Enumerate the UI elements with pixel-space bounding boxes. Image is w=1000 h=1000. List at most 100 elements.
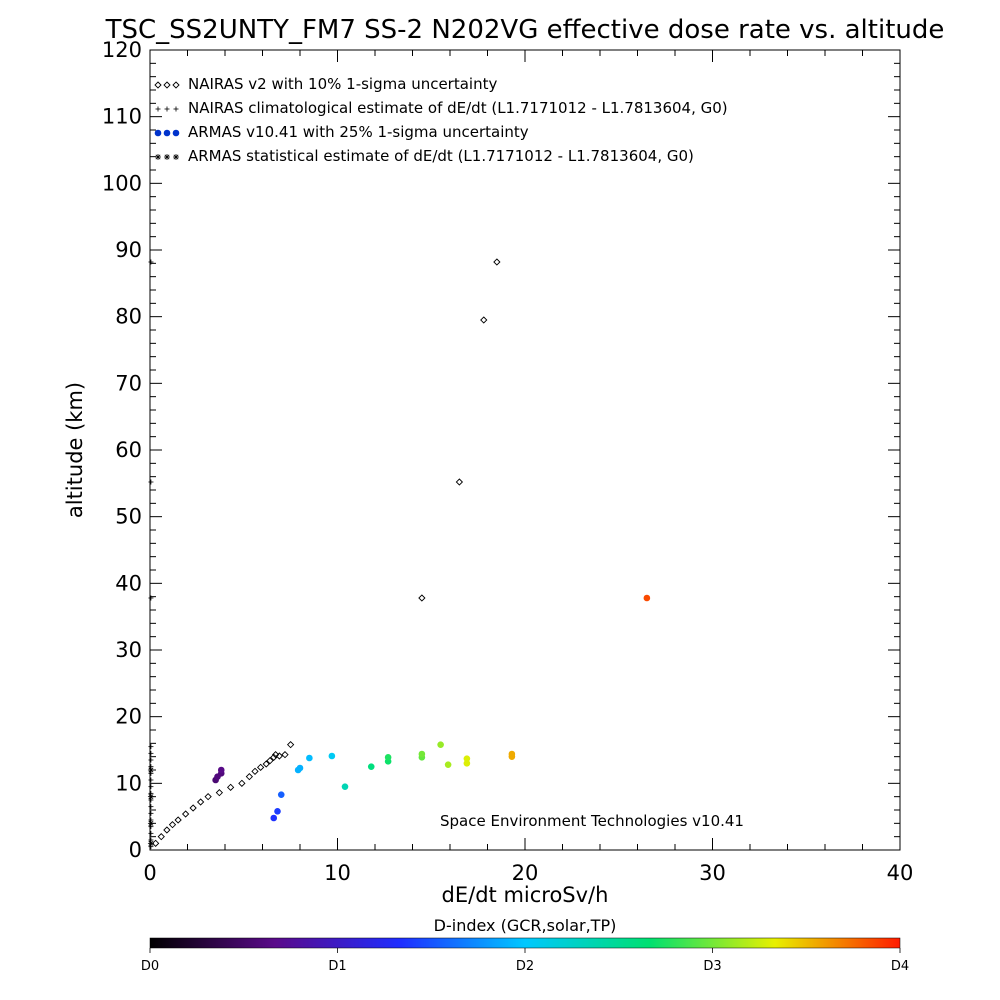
armas-point [328,752,336,760]
diamond-point [238,779,246,787]
armas-point [341,783,349,790]
plus-point [164,106,170,112]
plus-point [148,777,154,783]
axis-ticks: 0 10 20 30 40 0 10 20 30 40 50 60 70 80 90 100 110 120 [102,38,913,885]
armas-point [277,791,285,798]
armas-point [463,760,471,767]
armas-point [508,750,516,758]
diamond-point [262,760,270,768]
diamond-point [418,594,426,602]
diamond-point [281,751,289,759]
plus-point [148,804,154,810]
plus-point [148,757,154,763]
y-tick-label: 50 [115,505,142,529]
diamond-point [181,810,190,818]
y-tick-label: 20 [115,705,142,729]
diamond-point [154,81,162,89]
x-tick-label: 10 [324,861,351,885]
colorbar-tick-label: D2 [516,959,534,974]
x-tick-label: 40 [887,861,914,885]
armas-point [367,763,375,770]
armas-point [306,754,313,762]
asterisk-point [147,820,154,827]
plus-point [148,830,154,836]
colorbar-title: D-index (GCR,solar,TP) [434,916,617,935]
armas-point [154,129,162,137]
asterisk-point [155,154,161,160]
chart-title: TSC_SS2UNTY_FM7 SS-2 N202VG effective do… [105,15,945,45]
legend-entry: NAIRAS v2 with 10% 1-sigma uncertainty [154,75,497,93]
diamond-point [215,789,224,797]
y-tick-label: 40 [115,571,142,595]
data-marks [147,258,651,850]
diamond-point [286,741,295,749]
y-tick-label: 60 [115,438,142,462]
armas-point [463,755,471,762]
y-tick-label: 110 [102,105,142,129]
armas-point [437,741,444,748]
diamond-point [226,783,235,791]
plus-point [148,750,154,756]
diamond-point [163,826,171,834]
diamond-point [189,804,197,812]
armas-point [274,808,281,815]
diamond-point [172,81,180,89]
plus-point [148,479,154,485]
armas-point [172,129,180,137]
x-axis-label: dE/dt microSv/h [442,883,609,907]
x-tick-label: 20 [512,861,539,885]
y-tick-label: 80 [115,305,142,329]
armas-point [384,754,392,761]
legend-label: ARMAS statistical estimate of dE/dt (L1.… [188,147,694,165]
asterisk-point [147,767,154,773]
armas-point [643,594,651,602]
legend-label: NAIRAS climatological estimate of dE/dt … [188,99,728,117]
y-tick-label: 120 [102,38,142,62]
armas-point [296,764,304,772]
diamond-point [266,757,274,765]
diamond-point [455,478,464,486]
y-tick-label: 10 [115,771,142,795]
colorbar-tick-label: D3 [703,959,721,974]
diamond-point [271,751,280,759]
plus-point [155,106,161,112]
diamond-point [204,793,212,801]
asterisk-point [164,154,170,160]
asterisk-point [173,154,179,160]
legend-label: NAIRAS v2 with 10% 1-sigma uncertainty [188,75,497,93]
diamond-point [174,816,182,824]
colorbar-tick-label: D0 [141,959,159,974]
y-tick-label: 0 [129,838,142,862]
armas-point [163,129,171,137]
y-tick-label: 30 [115,638,142,662]
plus-point [173,106,179,112]
colorbar: D-index (GCR,solar,TP) D0 D1 D2 D3 D4 [141,916,909,974]
diamond-point [251,767,259,775]
y-tick-label: 90 [115,238,142,262]
legend-entry: NAIRAS climatological estimate of dE/dt … [155,99,728,117]
diamond-point [245,773,254,781]
plot-frame [149,49,901,851]
colorbar-tick-label: D4 [891,959,909,974]
plus-point [148,595,154,601]
asterisk-point [147,793,154,800]
plus-point [148,784,154,790]
diamond-point [256,763,265,771]
legend-entry: ARMAS statistical estimate of dE/dt (L1.… [155,147,694,165]
x-tick-label: 0 [143,861,156,885]
y-tick-label: 100 [102,171,142,195]
diamond-point [480,316,488,324]
diamond-point [275,752,284,760]
x-tick-label: 30 [699,861,726,885]
diamond-point [270,753,278,761]
plot-area: 0 10 20 30 40 0 10 20 30 40 50 60 70 80 90 100 110 120 [102,38,913,885]
plus-point [148,259,154,265]
colorbar-tick-label: D1 [328,959,346,974]
armas-point [270,814,278,822]
plus-point [148,810,154,816]
diamond-point [157,833,165,841]
armas-point [217,766,225,774]
diamond-point [163,81,171,89]
diamond-point [168,821,177,829]
